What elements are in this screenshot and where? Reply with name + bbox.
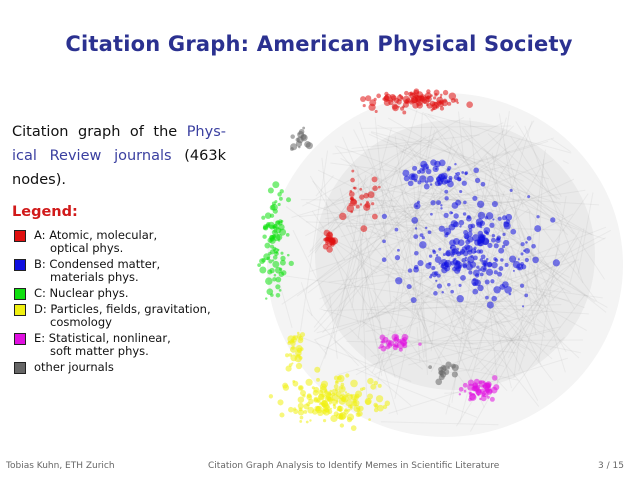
legend-swatch [14,362,26,374]
legend-label: B: Condensed matter, [34,257,161,271]
journals-link[interactable]: Phys­ical Review journals [12,124,226,164]
slide-title: Citation Graph: American Physical Societ… [65,32,573,56]
legend-label: materials phys. [50,270,139,284]
legend-item-nuclear: C: Nuclear phys. [14,287,228,300]
legend-heading: Legend: [12,204,78,220]
legend-swatch [14,259,26,271]
intro-text-before: Citation graph of the [12,124,187,140]
legend-swatch [14,288,26,300]
legend-label: soft matter phys. [50,344,149,358]
footer-author: Tobias Kuhn, ETH Zurich [6,461,115,471]
legend-swatch [14,304,26,316]
legend-label: cosmology [50,315,112,329]
legend-item-other: other journals [14,361,228,374]
legend-label: optical phys. [50,241,124,255]
intro-paragraph: Citation graph of the Phys­ical Review j… [12,120,226,192]
intro-text-after: (463k nodes). [12,148,226,188]
legend-label: other journals [34,360,114,374]
legend-label: E: Statistical, nonlinear, [34,331,171,345]
legend-label: A: Atomic, molecular, [34,228,158,242]
legend-swatch [14,333,26,345]
legend-item-condensed: B: Condensed matter, materials phys. [14,258,228,284]
citation-graph-image [257,88,623,437]
legend: A: Atomic, molecular, optical phys. B: Con… [14,229,228,377]
legend-item-statistical: E: Statistical, nonlinear, soft matter ph… [14,332,228,358]
legend-swatch [14,230,26,242]
footer-talk-title: Citation Graph Analysis to Identify Meme… [208,461,500,471]
footer-page-number: 3 / 15 [598,461,624,471]
legend-item-particles: D: Particles, fields, gravitation, cosmol… [14,303,228,329]
legend-item-atomic: A: Atomic, molecular, optical phys. [14,229,228,255]
legend-label: D: Particles, fields, gravitation, [34,302,211,316]
legend-label: C: Nuclear phys. [34,286,129,300]
